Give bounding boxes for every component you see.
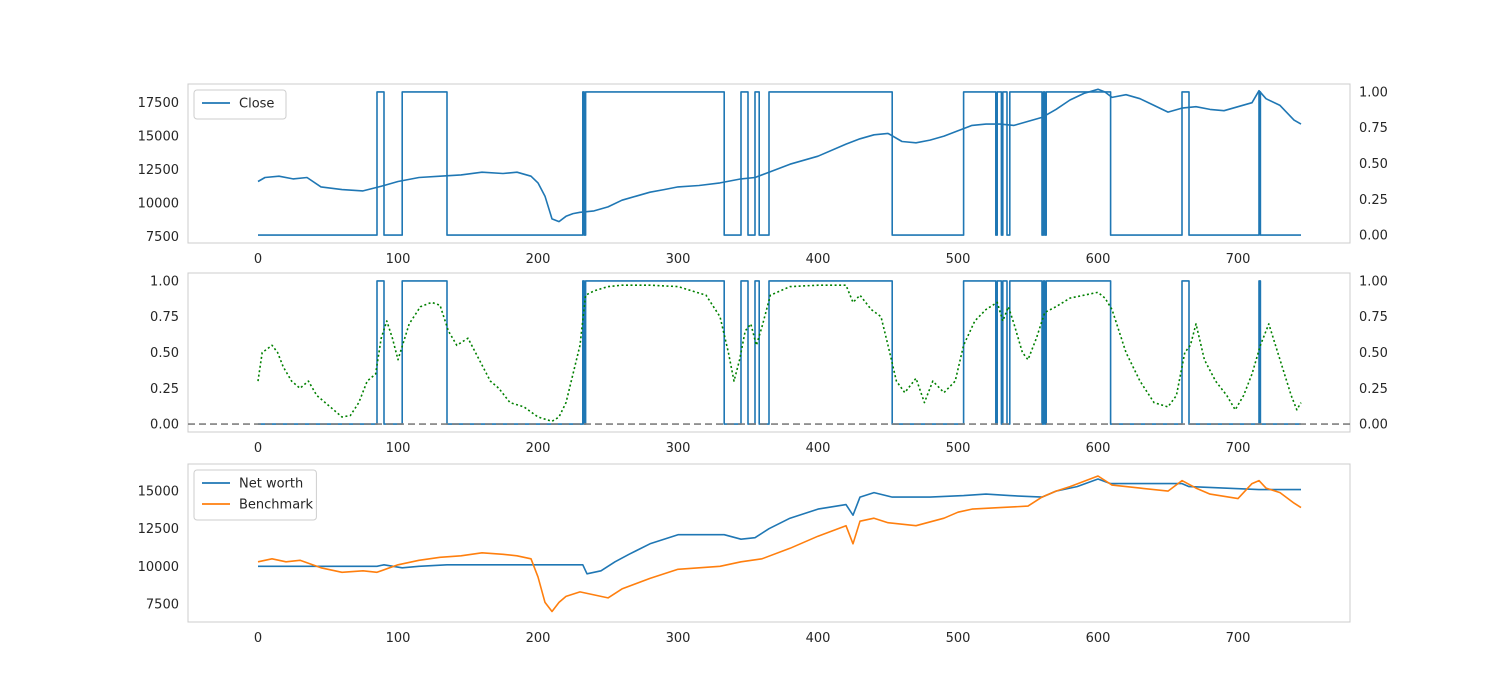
performance-x-tick-label: 500 (946, 631, 971, 646)
signal-x-tick-label: 700 (1226, 441, 1251, 456)
price-position-series-line (258, 91, 1301, 236)
price-y-tick-label: 10000 (138, 196, 179, 211)
performance-panel: 0 100 200 300 400 500 600 700 7500 10000 12500 1500… (138, 463, 1351, 646)
performance-y-tick-label: 12500 (138, 522, 179, 537)
price-y2-tick-label: 0.00 (1359, 229, 1388, 244)
price-y2-tick-label: 1.00 (1359, 85, 1388, 100)
performance-x-tick-label: 0 (254, 631, 262, 646)
price-x-tick-label: 600 (1086, 252, 1111, 267)
performance-x-tick-label: 400 (806, 631, 831, 646)
performance-benchmark-series-line (257, 475, 1302, 613)
signal-y-tick-label: 1.00 (150, 274, 179, 289)
signal-y-tick-label: 0.25 (150, 382, 179, 397)
signal-y2-tick-label: 1.00 (1359, 274, 1388, 289)
price-y-tick-label: 15000 (138, 130, 179, 145)
signal-y2-tick-label: 0.50 (1359, 346, 1388, 361)
price-legend-label-close: Close (239, 97, 274, 112)
signal-probability-series-line (257, 284, 1302, 423)
price-x-tick-label: 400 (806, 252, 831, 267)
signal-x-tick-label: 600 (1086, 441, 1111, 456)
price-y-tick-label: 7500 (146, 230, 179, 245)
performance-y-tick-label: 10000 (138, 560, 179, 575)
performance-x-tick-label: 600 (1086, 631, 1111, 646)
performance-y-tick-label: 15000 (138, 485, 179, 500)
signal-y2-tick-label: 0.75 (1359, 310, 1388, 325)
signal-x-tick-label: 500 (946, 441, 971, 456)
signal-y-tick-label: 0.00 (150, 418, 179, 433)
price-x-tick-label: 700 (1226, 252, 1251, 267)
price-y-tick-label: 17500 (138, 96, 179, 111)
price-y2-tick-label: 0.75 (1359, 121, 1388, 136)
price-x-tick-label: 500 (946, 252, 971, 267)
signal-x-tick-label: 300 (666, 441, 691, 456)
signal-y-tick-label: 0.75 (150, 310, 179, 325)
price-x-tick-label: 100 (386, 252, 411, 267)
performance-x-tick-label: 300 (666, 631, 691, 646)
price-close-series-line (257, 88, 1302, 223)
price-x-tick-label: 200 (526, 252, 551, 267)
performance-legend: Net worth Benchmark (193, 469, 317, 521)
performance-x-tick-label: 100 (386, 631, 411, 646)
price-x-tick-label: 300 (666, 252, 691, 267)
performance-net-worth-series-line (258, 478, 1301, 575)
performance-y-tick-label: 7500 (146, 597, 179, 612)
price-y-tick-label: 12500 (138, 163, 179, 178)
price-legend: Close (193, 89, 287, 120)
signal-y2-tick-label: 0.00 (1359, 418, 1388, 433)
price-legend-box (193, 89, 287, 120)
price-panel: 0 100 200 300 400 500 600 700 7500 10000 12500 1500… (138, 83, 1388, 267)
signal-position-series-line (258, 280, 1301, 425)
signal-x-tick-label: 200 (526, 441, 551, 456)
signal-y-tick-label: 0.50 (150, 346, 179, 361)
price-x-tick-label: 0 (254, 252, 262, 267)
performance-legend-label-benchmark: Benchmark (239, 498, 314, 513)
performance-x-tick-label: 200 (526, 631, 551, 646)
signal-x-tick-label: 0 (254, 441, 262, 456)
performance-x-tick-label: 700 (1226, 631, 1251, 646)
performance-axes-frame (187, 463, 1351, 623)
signal-x-tick-label: 100 (386, 441, 411, 456)
signal-panel: 0 100 200 300 400 500 600 700 0.00 0.25 0.50 0.75 1.… (150, 272, 1388, 456)
performance-legend-label-net-worth: Net worth (239, 477, 303, 492)
price-y2-tick-label: 0.50 (1359, 157, 1388, 172)
price-y2-tick-label: 0.25 (1359, 193, 1388, 208)
signal-x-tick-label: 400 (806, 441, 831, 456)
signal-y2-tick-label: 0.25 (1359, 382, 1388, 397)
